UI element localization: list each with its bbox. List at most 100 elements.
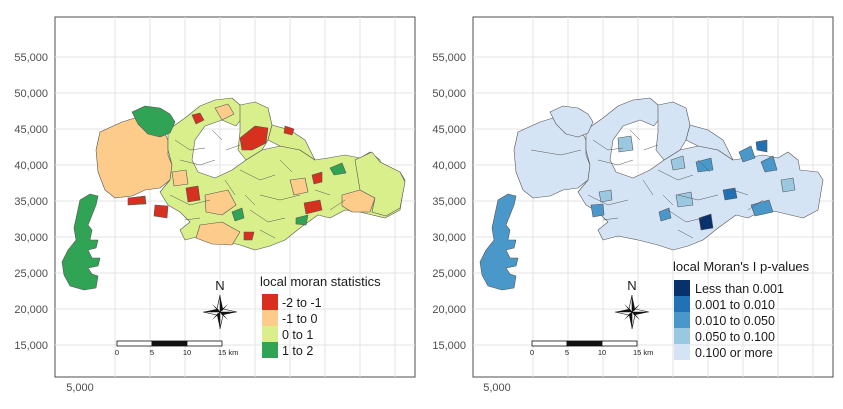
zone-ll-3: [283, 125, 295, 136]
legend-swatch: [674, 312, 690, 328]
zone-northwest-hh: [131, 105, 176, 138]
y-tick-label: 35,000: [432, 196, 466, 208]
x-tick-label: 5,000: [483, 382, 511, 394]
zone-p-low-1: [722, 187, 738, 201]
north-arrow: N: [202, 278, 238, 330]
y-tick-label: 20,000: [14, 304, 48, 316]
zone-p-mid-5: [750, 199, 774, 217]
scale-label: 5: [565, 348, 569, 357]
subzone-boundaries: [530, 129, 764, 239]
subzone-boundaries: [169, 129, 346, 239]
legend-swatch: [262, 310, 278, 326]
north-label: N: [627, 278, 636, 293]
map-panel-local-moran-statistics: 55,000 50,000 45,000 40,000 35,000 30,00…: [0, 0, 421, 409]
y-tick-label: 35,000: [14, 196, 48, 208]
zone-p-mid-4: [590, 203, 605, 218]
zone-ll-1: [191, 112, 205, 125]
legend-swatch: [674, 280, 690, 296]
zone-ll-4: [185, 185, 201, 203]
legend-title: local Moran's I p-values: [673, 259, 810, 274]
zone-ll-2: [239, 125, 269, 151]
zone-tan-ne: [289, 177, 309, 196]
y-tick-label: 15,000: [14, 340, 48, 352]
zone-p-high-3: [598, 189, 613, 203]
zone-ll-6: [127, 195, 147, 206]
zone-east-big: [354, 151, 406, 217]
north-label: N: [215, 278, 224, 293]
study-area-polygons: [61, 97, 406, 291]
legend-swatch: [674, 296, 690, 312]
scale-label: 10: [598, 348, 606, 357]
legend-label: -1 to 0: [282, 312, 317, 326]
zone-hh-3: [295, 214, 309, 226]
north-arrow: N: [614, 278, 650, 330]
scale-label: 0: [530, 348, 534, 357]
scale-label: 10: [183, 348, 191, 357]
legend-swatch: [674, 328, 690, 344]
x-tick-label: 5,000: [66, 382, 94, 394]
zone-p-high-1: [617, 135, 634, 153]
y-tick-label: 25,000: [14, 268, 48, 280]
y-tick-label: 25,000: [432, 268, 466, 280]
island-central: [577, 97, 824, 251]
zone-p-low-2: [755, 139, 768, 153]
y-tick-label: 40,000: [432, 160, 466, 172]
zone-west-strip: [479, 193, 519, 291]
legend-label: 0 to 1: [282, 328, 313, 342]
y-tick-label: 45,000: [14, 124, 48, 136]
y-tick-label: 30,000: [14, 232, 48, 244]
legend-label: 0.050 to 0.100: [695, 330, 775, 344]
y-tick-label: 55,000: [432, 52, 466, 64]
zone-west-strip: [61, 193, 101, 291]
zone-tan-c: [204, 189, 237, 216]
scale-bar: 0 5 10 15 km: [115, 340, 238, 357]
y-axis-ticks: 55,000 50,000 45,000 40,000 35,000 30,00…: [14, 52, 48, 352]
zone-p-mid-1: [695, 157, 714, 173]
zone-hh-1: [329, 162, 347, 176]
legend: local moran statistics -2 to -1 -1 to 0 …: [260, 274, 381, 358]
scale-label: 15 km: [218, 348, 238, 357]
scale-label: 5: [150, 348, 154, 357]
y-tick-label: 45,000: [432, 124, 466, 136]
map-svg: 55,000 50,000 45,000 40,000 35,000 30,00…: [14, 16, 416, 394]
y-tick-label: 50,000: [432, 88, 466, 100]
zone-p-high-2: [670, 155, 686, 171]
zone-p-high-4: [780, 177, 796, 193]
legend-label: 0.010 to 0.050: [695, 314, 775, 328]
legend-swatch: [262, 326, 278, 342]
y-tick-label: 40,000: [14, 160, 48, 172]
island-northeast: [685, 124, 734, 161]
legend-swatch: [262, 342, 278, 358]
zone-hh-2: [231, 207, 245, 222]
scale-bar: 0 5 10 15 km: [530, 340, 653, 357]
legend-label: 1 to 2: [282, 344, 313, 358]
study-area-polygons: [479, 97, 824, 291]
legend-swatch: [674, 344, 690, 360]
zone-ll-8: [311, 171, 323, 185]
legend: local Moran's I p-values Less than 0.001…: [673, 259, 810, 360]
compass-rose-icon: [202, 294, 238, 330]
map-svg: 55,000 50,000 45,000 40,000 35,000 30,00…: [432, 16, 834, 394]
y-tick-label: 55,000: [14, 52, 48, 64]
y-tick-label: 50,000: [14, 88, 48, 100]
compass-rose-icon: [614, 294, 650, 330]
zone-ll-7: [303, 199, 323, 215]
zone-ll-5: [153, 204, 169, 219]
scale-label: 15 km: [633, 348, 653, 357]
map-panel-local-morans-i-pvalues: 55,000 50,000 45,000 40,000 35,000 30,00…: [421, 0, 843, 409]
legend-label: -2 to -1: [282, 296, 322, 310]
legend-label: 0.100 or more: [695, 346, 773, 360]
y-axis-ticks: 55,000 50,000 45,000 40,000 35,000 30,00…: [432, 52, 466, 352]
zone-tan-n: [214, 103, 235, 121]
zone-p-mid-2: [738, 145, 756, 163]
zone-p-mid-6: [658, 207, 672, 222]
zone-p-high-5: [675, 191, 694, 208]
y-tick-label: 15,000: [432, 340, 466, 352]
zone-northwest: [549, 105, 594, 138]
zone-p-mid-3: [760, 155, 778, 173]
y-tick-label: 30,000: [432, 232, 466, 244]
island-north: [655, 101, 691, 161]
legend-label: 0.001 to 0.010: [695, 298, 775, 312]
zone-tan-w: [171, 169, 189, 187]
zone-ll-9: [243, 231, 255, 241]
